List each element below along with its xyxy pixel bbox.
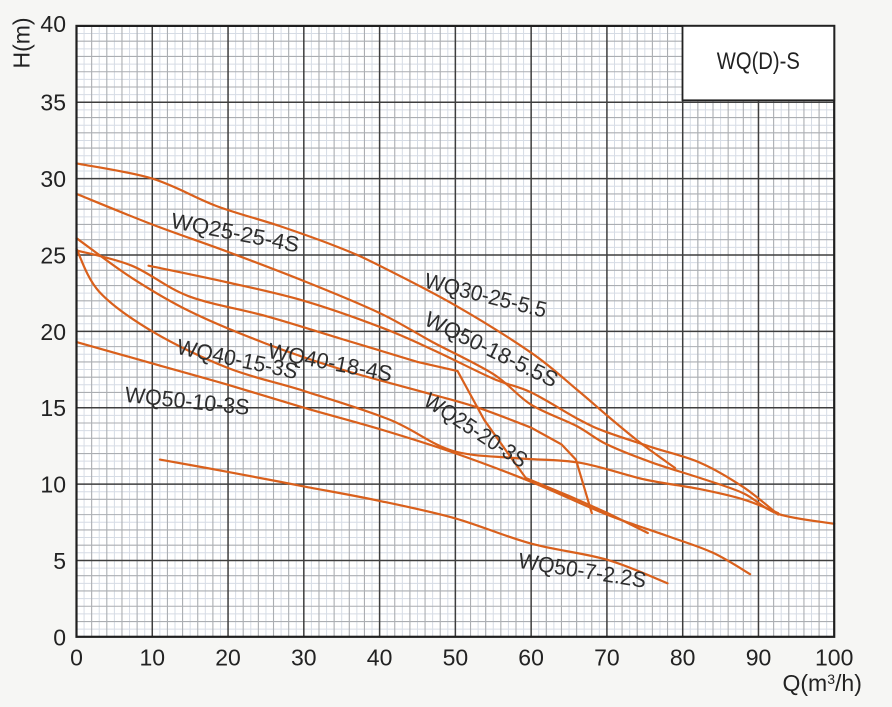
svg-text:35: 35	[40, 90, 66, 116]
svg-text:40: 40	[40, 11, 66, 37]
svg-text:15: 15	[40, 395, 66, 421]
svg-text:70: 70	[594, 645, 620, 671]
svg-text:10: 10	[40, 472, 66, 498]
svg-text:Q(m3/h): Q(m3/h)	[783, 670, 862, 696]
svg-text:90: 90	[746, 645, 772, 671]
svg-text:20: 20	[40, 319, 66, 345]
svg-text:10: 10	[140, 645, 166, 671]
svg-text:60: 60	[518, 645, 544, 671]
svg-text:0: 0	[53, 625, 66, 651]
svg-text:5: 5	[53, 548, 66, 574]
svg-text:80: 80	[670, 645, 696, 671]
svg-text:WQ(D)-S: WQ(D)-S	[717, 48, 800, 75]
svg-text:30: 30	[40, 166, 66, 192]
svg-text:0: 0	[70, 645, 83, 671]
svg-text:30: 30	[291, 645, 317, 671]
svg-text:H(m): H(m)	[9, 17, 35, 68]
svg-text:20: 20	[215, 645, 241, 671]
svg-text:50: 50	[443, 645, 469, 671]
svg-text:25: 25	[40, 242, 66, 268]
svg-text:40: 40	[367, 645, 393, 671]
svg-text:100: 100	[815, 645, 853, 671]
